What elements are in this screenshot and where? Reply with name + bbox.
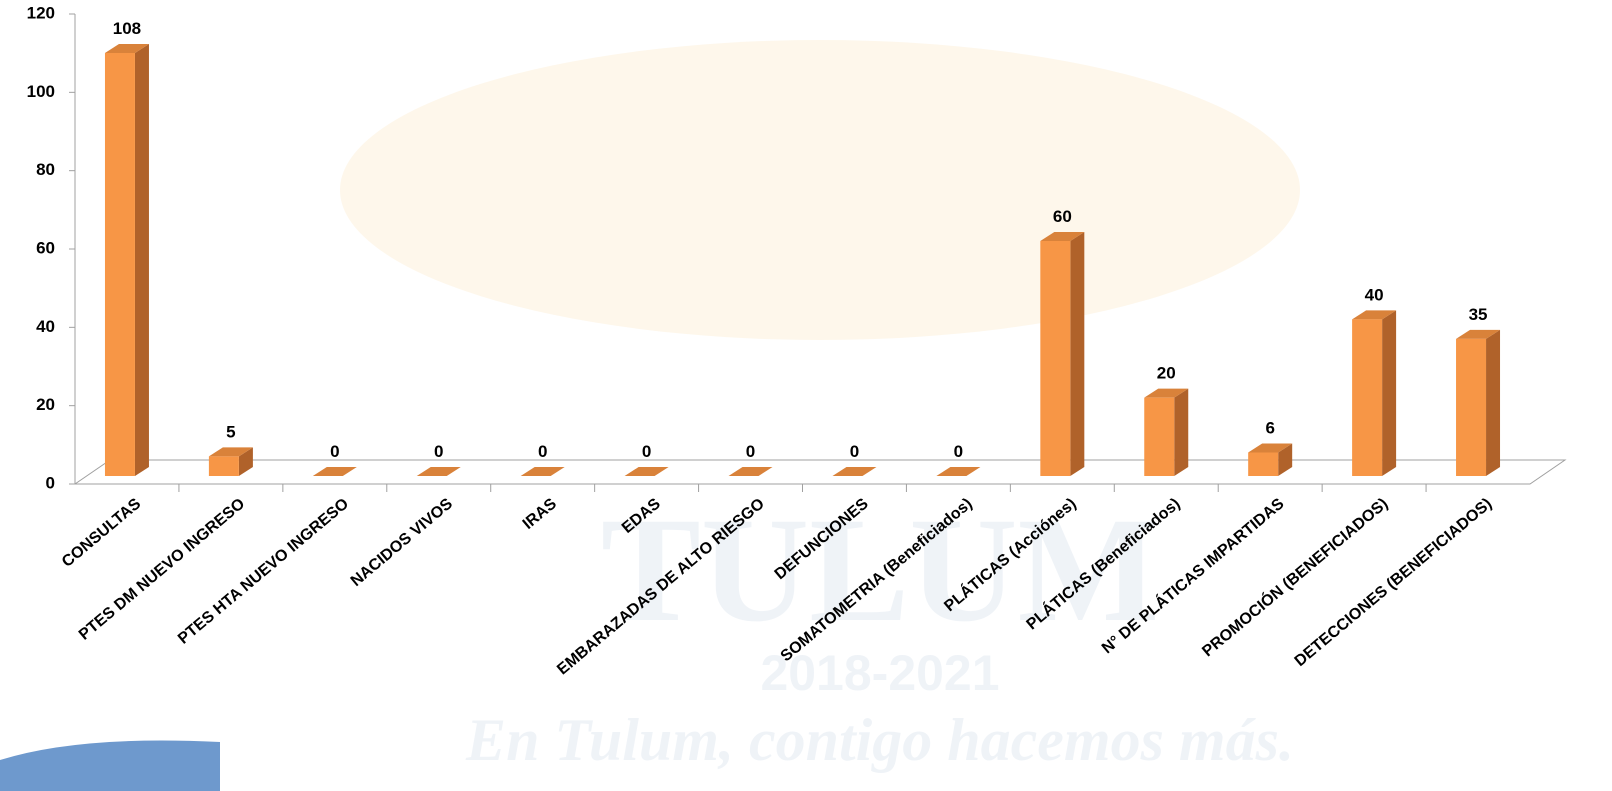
watermark-text: TULUM: [601, 487, 1159, 653]
bar-top: [624, 467, 669, 476]
data-label: 40: [1365, 285, 1384, 304]
data-label: 0: [434, 442, 443, 461]
bar-top: [520, 467, 565, 476]
data-label: 20: [1157, 364, 1176, 383]
x-tick-label: NACIDOS VIVOS: [348, 495, 457, 590]
floor: [73, 459, 1567, 485]
data-label: 0: [330, 442, 339, 461]
bar-top: [936, 467, 981, 476]
data-label: 35: [1469, 305, 1488, 324]
bar: [1248, 452, 1279, 476]
data-label: 6: [1265, 419, 1274, 438]
x-tick-label: DETECCIONES (BENEFICIADOS): [1292, 495, 1496, 670]
data-label: 0: [850, 442, 859, 461]
data-label: 0: [538, 442, 547, 461]
watermark-text: 2018-2021: [760, 645, 999, 701]
bar-side: [1486, 329, 1501, 476]
y-tick-label: 120: [27, 3, 55, 22]
decoration: [0, 740, 220, 791]
bar: [1456, 338, 1487, 476]
data-label: 5: [226, 422, 235, 441]
bar-top: [832, 467, 877, 476]
x-tick-label: CONSULTAS: [59, 495, 145, 571]
bar: [104, 53, 135, 476]
x-tick-label: PTES HTA NUEVO INGRESO: [175, 495, 352, 647]
bar-top: [728, 467, 773, 476]
watermark-text: En Tulum, contigo hacemos más.: [465, 707, 1294, 773]
bar-side: [1070, 232, 1085, 476]
data-label: 0: [642, 442, 651, 461]
bar: [1352, 319, 1383, 476]
bar: [208, 456, 239, 476]
bar-top: [1456, 329, 1501, 339]
x-tick-label: IRAS: [520, 495, 560, 533]
x-tick-label: PTES DM NUEVO INGRESO: [76, 495, 248, 643]
bar-top: [1144, 388, 1189, 398]
bar-top: [1040, 232, 1085, 241]
bar-top: [312, 467, 357, 476]
bar-side: [1382, 310, 1397, 476]
bar-side: [1278, 443, 1293, 476]
y-tick-label: 60: [36, 238, 55, 257]
data-label: 108: [113, 19, 141, 38]
y-tick-label: 0: [46, 473, 55, 492]
bar: [1040, 241, 1071, 476]
bar-top: [1248, 443, 1293, 453]
bar-top: [104, 44, 149, 53]
data-label: 0: [954, 442, 963, 461]
x-tick-label: PROMOCIÓN (BENEFICIADOS): [1198, 494, 1391, 661]
y-tick-label: 40: [36, 317, 55, 336]
bar-top: [416, 467, 461, 476]
data-label: 60: [1053, 207, 1072, 226]
data-label: 0: [746, 442, 755, 461]
bar: [1144, 397, 1175, 476]
bar-top: [1352, 310, 1397, 320]
y-tick-label: 80: [36, 160, 55, 179]
y-tick-label: 100: [27, 82, 55, 101]
bar-side: [1174, 388, 1189, 476]
watermark-shape: [340, 40, 1300, 340]
bar-side: [134, 44, 149, 476]
y-tick-label: 20: [36, 395, 55, 414]
bar-side: [238, 447, 253, 476]
bar-top: [208, 447, 253, 457]
